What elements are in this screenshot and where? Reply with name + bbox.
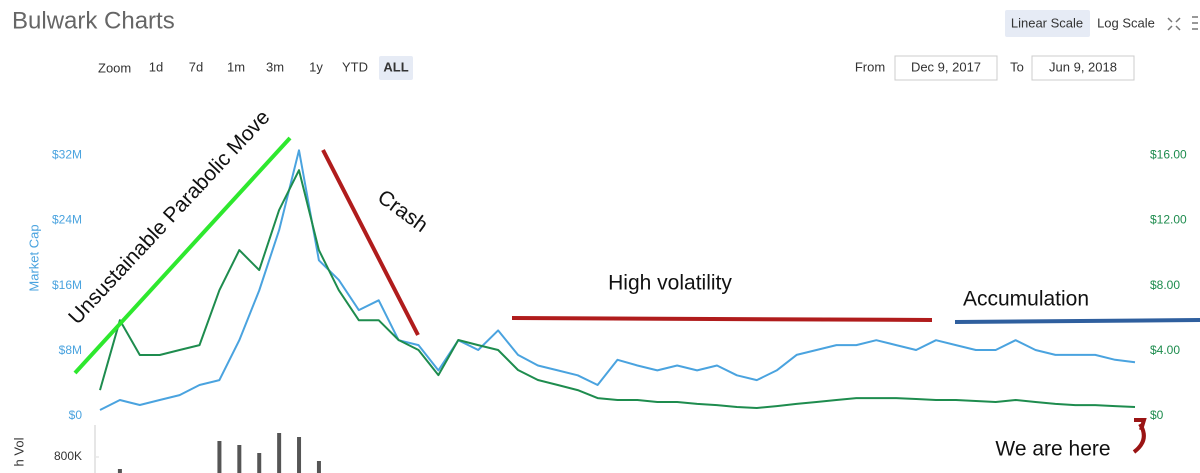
annotation-line [954, 318, 1200, 324]
volume-axis-title: h Vol [11, 437, 26, 466]
annotation: Accumulation [963, 288, 1089, 311]
fullscreen-icon[interactable] [1167, 16, 1198, 31]
from-label: From [855, 59, 885, 74]
y-tick-label: $8M [59, 343, 82, 357]
zoom-button[interactable]: 3m [266, 59, 284, 74]
annotation-line [321, 149, 420, 336]
annotation: High volatility [608, 272, 732, 295]
y-axis-title: Market Cap [26, 224, 41, 291]
zoom-button[interactable]: YTD [342, 59, 368, 74]
y-tick-label: $24M [52, 213, 82, 227]
volume-bar [297, 437, 302, 473]
to-label: To [1010, 59, 1024, 74]
y2-tick-label: $4.00 [1150, 343, 1180, 357]
annotation: Crash [373, 185, 432, 237]
volume-bar [277, 433, 282, 473]
annotation: Unsustainable Parabolic Move [64, 106, 274, 329]
volume-bar [316, 461, 321, 473]
scale-button[interactable]: Linear Scale [1011, 15, 1083, 30]
zoom-button[interactable]: ALL [383, 59, 408, 74]
annotation-arrow [1132, 418, 1147, 454]
y2-tick-label: $12.00 [1150, 213, 1187, 227]
volume-bar [237, 445, 242, 473]
series-line [99, 149, 1136, 411]
annotation-line [511, 316, 933, 322]
from-input[interactable]: Dec 9, 2017 [911, 59, 981, 74]
y-tick-label: $16M [52, 278, 82, 292]
zoom-label: Zoom [98, 60, 131, 75]
to-input-box[interactable] [1031, 55, 1135, 81]
to-input[interactable]: Jun 9, 2018 [1049, 59, 1117, 74]
volume-tick-label: 800K [54, 449, 82, 463]
page-title: Bulwark Charts [12, 7, 175, 34]
zoom-selected-bg[interactable] [379, 56, 413, 80]
y2-tick-label: $0 [1150, 408, 1164, 422]
zoom-button[interactable]: 1m [227, 59, 245, 74]
scale-button[interactable]: Log Scale [1097, 15, 1155, 30]
volume-bar [257, 453, 262, 473]
y-tick-label: $32M [52, 147, 82, 161]
volume-bar [117, 469, 122, 473]
scale-button-bg[interactable] [1005, 10, 1090, 37]
volume-bar [217, 441, 222, 473]
zoom-button[interactable]: 7d [189, 59, 203, 74]
zoom-button[interactable]: 1d [149, 59, 163, 74]
y2-tick-label: $8.00 [1150, 278, 1180, 292]
zoom-button[interactable]: 1y [309, 59, 323, 74]
y-tick-label: $0 [69, 408, 83, 422]
annotation: We are here [995, 438, 1110, 461]
y2-tick-label: $16.00 [1150, 147, 1187, 161]
series-line [99, 169, 1136, 409]
annotation-line [73, 136, 292, 375]
from-input-box[interactable] [894, 55, 998, 81]
